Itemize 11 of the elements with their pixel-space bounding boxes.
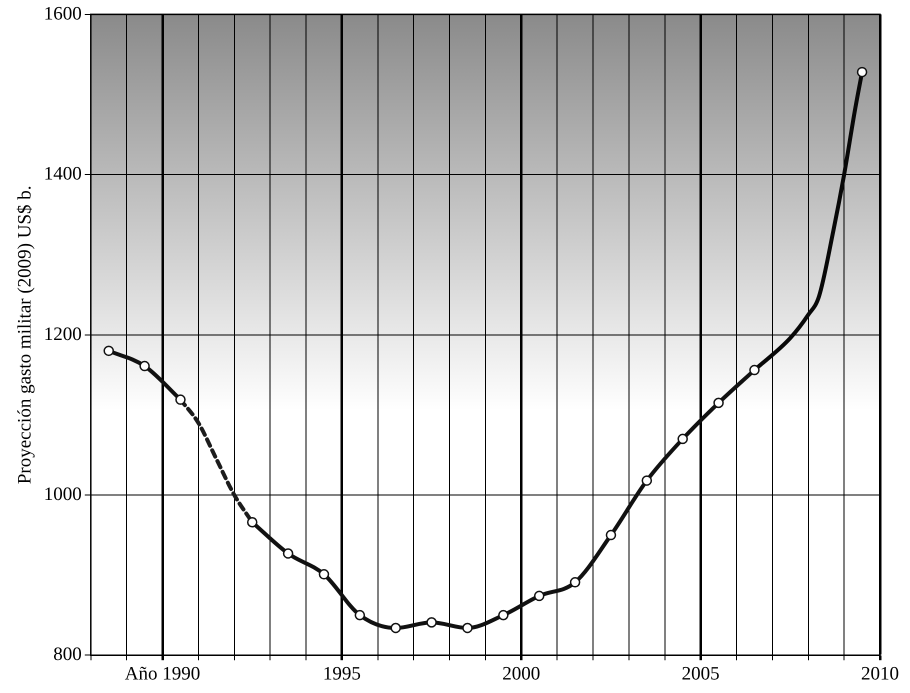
- x-tick-label: 1995: [322, 664, 361, 685]
- x-tick-label: 2005: [682, 664, 720, 685]
- y-tick-label: 1600: [44, 3, 82, 24]
- y-tick-label: 1400: [44, 164, 82, 185]
- y-tick-label: 1200: [44, 324, 82, 345]
- y-tick-label: 1000: [44, 484, 82, 505]
- y-tick-label: 800: [53, 644, 82, 666]
- y-axis-title: Proyección gasto militar (2009) US$ b.: [14, 185, 36, 484]
- x-tick-label: Año 1990: [124, 664, 200, 685]
- x-tick-label: 2000: [502, 664, 540, 685]
- x-tick-label: 2010: [861, 664, 899, 685]
